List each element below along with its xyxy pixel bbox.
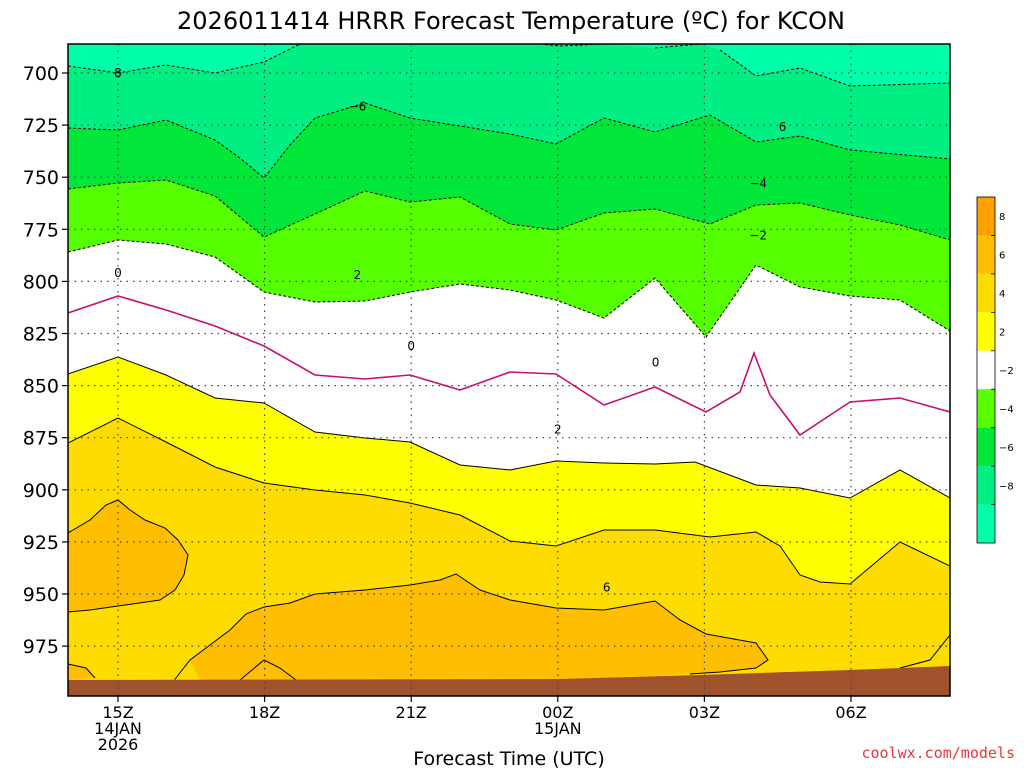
colorbar-bin [977, 235, 995, 274]
colorbar-legend: 8 6 4 2 −2 −4 −6 −8 [976, 196, 1014, 544]
y-axis: 700 725 750 775 800 825 850 875 900 925 950 975 [23, 63, 68, 658]
y-tick-label: 700 [23, 63, 59, 85]
colorbar-tick-label: 2 [999, 328, 1005, 339]
contour-minus-6 [68, 102, 950, 179]
contour-6-small [239, 659, 297, 681]
contour-label: 8 [114, 66, 122, 80]
contour-label: 0 [652, 356, 660, 370]
contour-label: 6 [603, 581, 611, 595]
colorbar-tick-label: −4 [999, 404, 1014, 415]
colorbar-bin [977, 350, 995, 390]
contour-minus-4 [68, 179, 950, 241]
contour-labels: 8 −6 6 −4 −2 2 0 0 0 2 6 [114, 66, 787, 595]
contour-minus-8 [68, 44, 950, 87]
band-6-to-8-center [190, 574, 768, 680]
colorbar-bin [977, 312, 995, 351]
plot-frame [67, 43, 951, 697]
colorbar-bin [977, 427, 995, 467]
x-tick-label: 14JAN [94, 719, 142, 738]
x-tick-label: 03Z [689, 703, 720, 722]
x-tick-label: 15Z [102, 703, 133, 722]
colorbar-tick-label: 6 [999, 251, 1005, 262]
contour-4-right-edge [899, 634, 950, 669]
x-tick-label: 2026 [98, 735, 139, 754]
x-tick-label: 18Z [249, 703, 280, 722]
colorbar-bin [977, 466, 995, 505]
contour-label: 2 [554, 422, 562, 436]
contour-zero [68, 295, 950, 437]
x-tick-label: 15JAN [534, 719, 582, 738]
x-tick-label: 06Z [835, 703, 866, 722]
contour-6-corner [68, 663, 96, 679]
plot-area: 8 −6 6 −4 −2 2 0 0 0 2 6 [68, 44, 950, 696]
colorbar-tick-label: 4 [999, 289, 1005, 300]
y-tick-label: 825 [23, 324, 59, 346]
y-tick-label: 775 [23, 219, 59, 241]
colorbar-tick-label: −6 [999, 443, 1014, 454]
y-tick-label: 875 [23, 428, 59, 450]
contour-label: −6 [349, 99, 367, 113]
contour-label: 0 [407, 339, 415, 353]
y-tick-label: 750 [23, 167, 59, 189]
band-6-to-8-corner [68, 664, 95, 680]
contour-label: 0 [114, 266, 122, 280]
colorbar-bin [977, 273, 995, 313]
contour-label: −4 [749, 176, 767, 190]
colorbar-tick-label: 8 [999, 212, 1005, 223]
contour-minus-2 [68, 239, 950, 338]
y-tick-label: 725 [23, 115, 59, 137]
contour-4 [68, 417, 950, 585]
colorbar-tick-label: −8 [999, 481, 1014, 492]
y-tick-label: 950 [23, 584, 59, 606]
grid-lines [68, 44, 950, 696]
y-tick-label: 800 [23, 271, 59, 293]
y-tick-label: 900 [23, 480, 59, 502]
contour-label: 2 [354, 268, 362, 282]
contour-2 [68, 356, 950, 499]
x-tick-label: 21Z [396, 703, 427, 722]
colorbar-bin [977, 504, 995, 543]
band-6-to-8-left [68, 500, 188, 612]
x-tick-label: 00Z [542, 703, 573, 722]
contour-6-left [68, 499, 189, 613]
ground-surface [68, 666, 950, 696]
y-tick-label: 975 [23, 636, 59, 658]
y-tick-label: 850 [23, 376, 59, 398]
colorbar-bin [977, 197, 995, 236]
colorbar-bin [977, 389, 995, 428]
x-axis-label: Forecast Time (UTC) [413, 748, 604, 768]
contour-label: 6 [779, 120, 787, 134]
y-tick-label: 925 [23, 532, 59, 554]
chart-title: 2026011414 HRRR Forecast Temperature (ºC… [177, 7, 845, 35]
contour-label: −2 [749, 229, 767, 243]
colorbar-frame [976, 196, 996, 544]
colorbar-tick-label: −2 [999, 366, 1014, 377]
credit-link[interactable]: coolwx.com/models [861, 744, 1015, 762]
